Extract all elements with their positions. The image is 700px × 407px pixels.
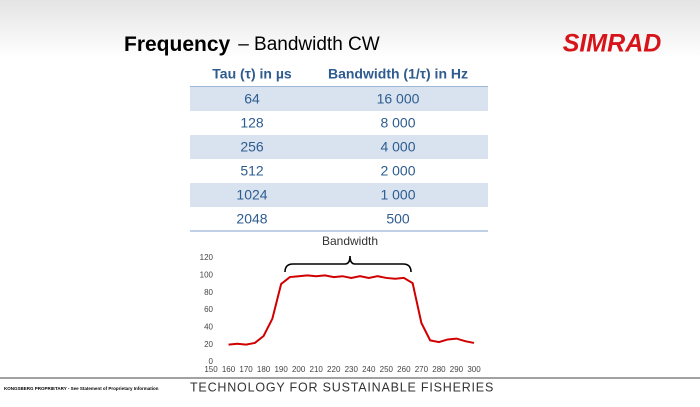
- row-band: [190, 135, 488, 159]
- y-tick-label: 20: [204, 340, 213, 349]
- x-tick-label: 160: [222, 365, 236, 374]
- annotation: Bandwidth: [322, 234, 378, 248]
- table-cell: 512: [240, 163, 264, 179]
- data-line: [228, 274, 475, 346]
- title-bold: Frequency: [124, 33, 231, 56]
- y-tick-label: 60: [204, 305, 213, 314]
- logo: SIMRAD: [563, 30, 662, 58]
- column-header: Tau (τ) in µs: [212, 66, 292, 82]
- x-tick-label: 250: [380, 365, 394, 374]
- tagline: TECHNOLOGY FOR SUSTAINABLE FISHERIES: [190, 380, 494, 394]
- x-tick-label: 300: [467, 365, 481, 374]
- table-cell: 256: [240, 139, 264, 155]
- table: Tau (τ) in µs Bandwidth (1/τ) in Hz 64 16 0…: [190, 66, 488, 232]
- bracket: [284, 255, 412, 273]
- table-cell: 2048: [236, 211, 267, 227]
- chart: Bandwidth 0 20 40 60 80 100 120 150 160 170 180 190…: [200, 234, 482, 374]
- x-tick-label: 280: [432, 365, 446, 374]
- y-tick-label: 40: [204, 322, 213, 331]
- row-band: [190, 183, 488, 207]
- table-cell: 1024: [236, 187, 267, 203]
- x-tick-label: 190: [274, 365, 288, 374]
- x-tick-label: 230: [345, 365, 359, 374]
- proprietary-note: KONGSBERG PROPRIETARY - See Statement of…: [4, 386, 159, 391]
- y-tick-label: 100: [200, 270, 214, 279]
- y-tick-label: 120: [200, 253, 214, 262]
- x-tick-label: 200: [292, 365, 306, 374]
- y-tick-label: 0: [209, 357, 214, 366]
- y-tick-label: 80: [204, 288, 213, 297]
- x-tick-label: 270: [415, 365, 429, 374]
- row-band: [190, 87, 488, 111]
- table-cell: 4 000: [380, 139, 415, 155]
- table-cell: 128: [240, 115, 264, 131]
- table-cell: 500: [386, 211, 410, 227]
- table-cell: 8 000: [380, 115, 415, 131]
- table-cell: 16 000: [377, 91, 420, 107]
- x-tick-label: 240: [362, 365, 376, 374]
- x-tick-label: 220: [327, 365, 341, 374]
- table-cell: 2 000: [380, 163, 415, 179]
- title-rest: – Bandwidth CW: [238, 34, 380, 55]
- x-tick-label: 210: [310, 365, 324, 374]
- slide-title: Frequency – Bandwidth CW: [124, 33, 380, 56]
- x-tick-label: 150: [204, 365, 218, 374]
- x-tick-label: 170: [239, 365, 253, 374]
- x-tick-label: 290: [450, 365, 464, 374]
- header-band: [0, 0, 700, 58]
- table-cell: 1 000: [380, 187, 415, 203]
- x-tick-label: 180: [257, 365, 271, 374]
- table-cell: 64: [244, 91, 260, 107]
- column-header: Bandwidth (1/τ) in Hz: [328, 66, 468, 82]
- x-tick-label: 260: [397, 365, 411, 374]
